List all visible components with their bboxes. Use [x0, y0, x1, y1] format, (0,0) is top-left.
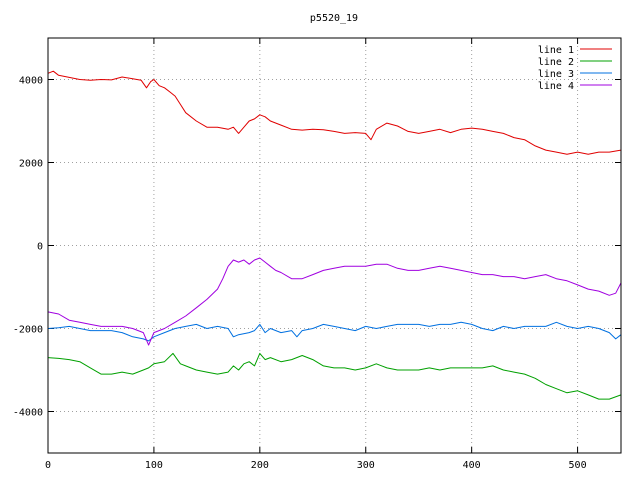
plot-area-frame — [47, 37, 622, 454]
y-tick-label: 4000 — [19, 76, 43, 87]
x-tick-label: 100 — [145, 460, 163, 471]
y-tick-label: 2000 — [19, 159, 43, 170]
legend-label: line 3 — [538, 69, 574, 80]
x-tick-label: 200 — [251, 460, 269, 471]
x-tick-label: 500 — [569, 460, 587, 471]
y-axis-ticks: -4000 -2000 0 2000 4000 — [13, 76, 621, 419]
legend-label: line 1 — [538, 45, 574, 56]
series-line-2 — [47, 352, 622, 400]
legend-label: line 4 — [538, 81, 574, 92]
grid-lines — [48, 38, 621, 453]
series-line-3 — [47, 321, 622, 342]
x-tick-label: 0 — [45, 460, 51, 471]
legend-label: line 2 — [538, 57, 574, 68]
series-line-1 — [47, 70, 622, 155]
x-tick-label: 300 — [357, 460, 375, 471]
y-tick-label: -2000 — [13, 325, 43, 336]
y-tick-label: 0 — [37, 242, 43, 253]
x-axis-ticks: 0 100 200 300 400 500 — [45, 38, 587, 471]
chart-title: p5520_19 — [310, 13, 358, 24]
x-tick-label: 400 — [463, 460, 481, 471]
series-lines — [47, 70, 622, 400]
y-tick-label: -4000 — [13, 408, 43, 419]
series-line-4 — [47, 257, 622, 346]
